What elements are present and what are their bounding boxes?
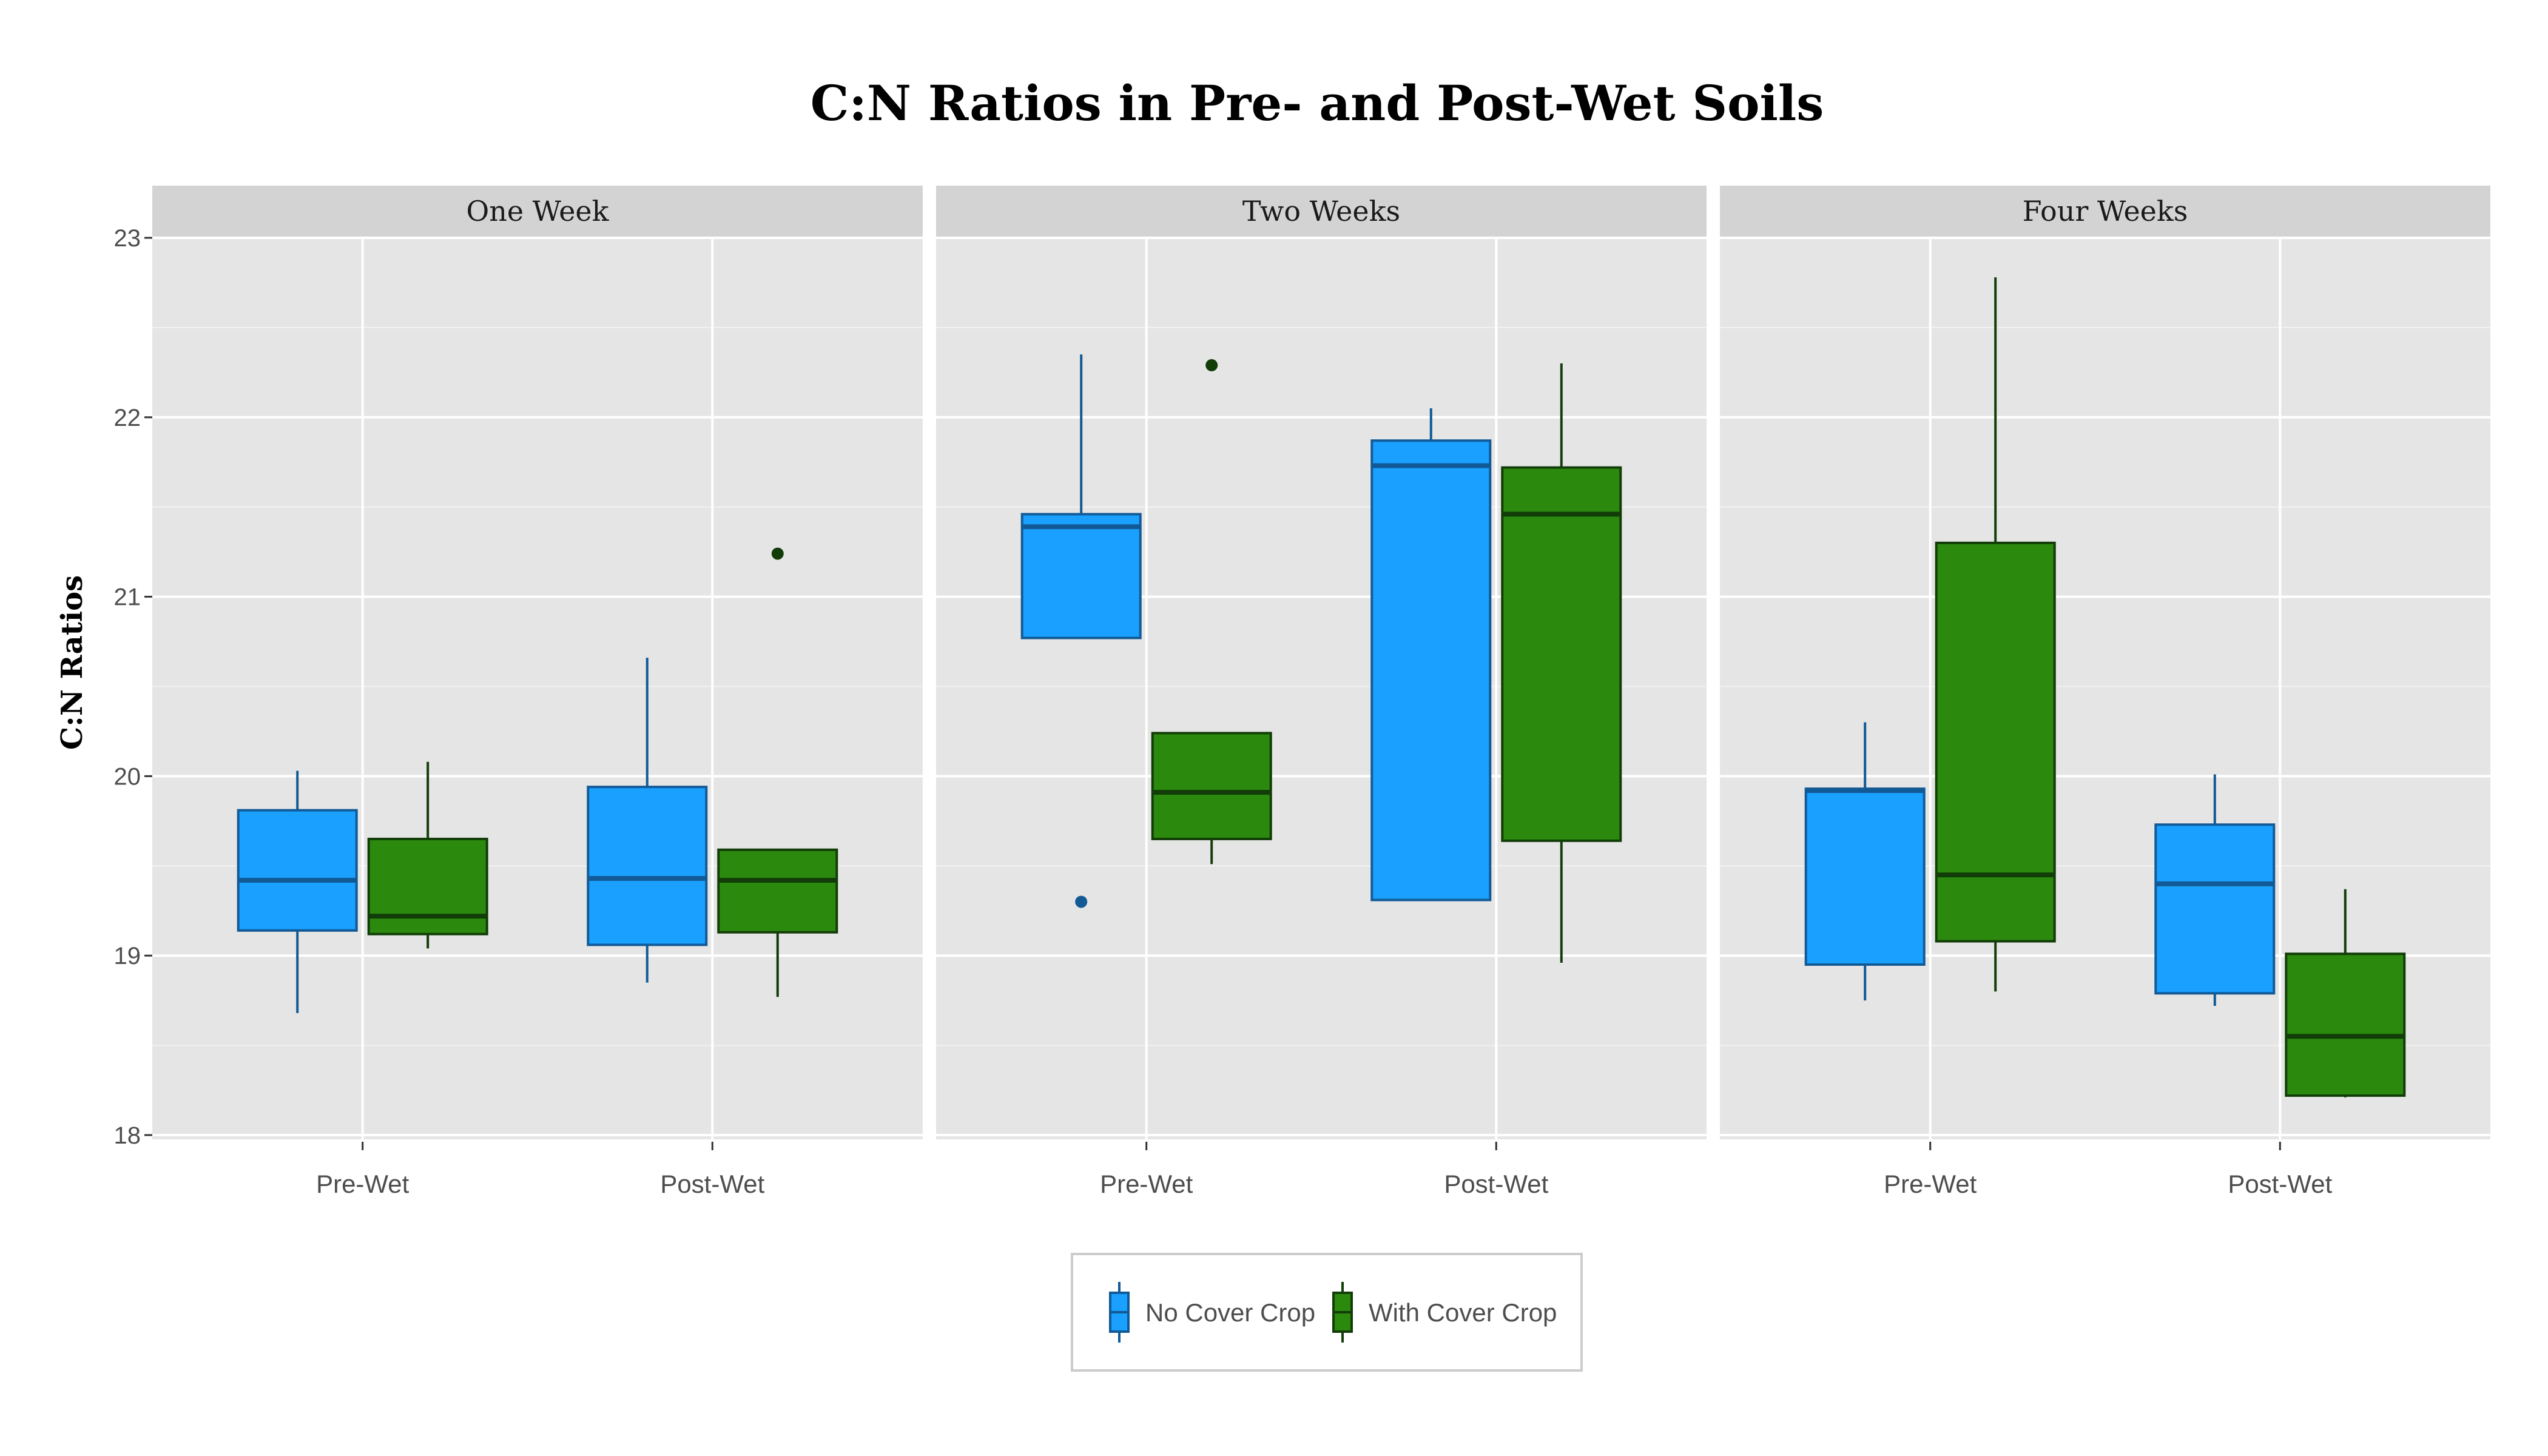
box-with-cover-crop — [367, 761, 488, 949]
x-tick-label: Post-Wet — [660, 1170, 764, 1198]
box-no-cover-crop — [2154, 774, 2276, 1006]
y-tick-label: 22 — [114, 405, 141, 431]
box-no-cover-crop — [1804, 722, 1926, 1001]
y-tick-label: 18 — [114, 1122, 141, 1149]
box-iqr — [1804, 787, 1926, 966]
box-iqr — [367, 837, 488, 935]
box-with-cover-crop — [2285, 889, 2406, 1097]
box-iqr — [237, 809, 358, 932]
box-iqr — [717, 848, 838, 934]
box-iqr — [2285, 952, 2406, 1097]
y-tick-label: 23 — [114, 225, 141, 252]
panel-background — [152, 238, 923, 1139]
panel-strip-label: One Week — [466, 195, 609, 228]
x-tick-label: Pre-Wet — [1884, 1170, 1977, 1198]
y-axis-title: C:N Ratios — [55, 575, 89, 750]
box-no-cover-crop — [1020, 354, 1142, 908]
box-no-cover-crop — [587, 658, 708, 983]
outlier-point — [1075, 895, 1088, 908]
panel-strip — [1720, 186, 2490, 237]
panel-one-week: One Week Pre-Wet Post-Wet — [152, 186, 923, 1198]
panel-strip-label: Two Weeks — [1242, 195, 1400, 228]
box-no-cover-crop — [237, 770, 358, 1013]
legend-label: With Cover Crop — [1369, 1298, 1557, 1327]
panel-strip-label: Four Weeks — [2023, 195, 2188, 228]
panel-two-weeks: Two Weeks Pre-Wet Post-Wet — [936, 186, 1707, 1198]
box-no-cover-crop — [1370, 408, 1492, 902]
x-tick-label: Post-Wet — [1444, 1170, 1548, 1198]
box-iqr — [1020, 513, 1142, 639]
panel-strip — [936, 186, 1707, 237]
chart-title: C:N Ratios in Pre- and Post-Wet Soils — [811, 75, 1824, 132]
y-tick-label: 21 — [114, 584, 141, 611]
box-iqr — [1935, 541, 2056, 943]
box-iqr — [587, 786, 708, 946]
outlier-point — [771, 547, 784, 560]
x-tick-label: Pre-Wet — [1100, 1170, 1193, 1198]
x-tick-label: Post-Wet — [2228, 1170, 2332, 1198]
legend-frame — [1071, 1253, 1583, 1372]
y-tick-label: 20 — [114, 763, 141, 790]
x-tick-label: Pre-Wet — [316, 1170, 410, 1198]
outlier-point — [1205, 359, 1218, 372]
y-tick-label: 19 — [114, 943, 141, 969]
box-iqr — [1370, 439, 1492, 902]
legend-label: No Cover Crop — [1145, 1298, 1315, 1327]
panel-strip — [152, 186, 923, 237]
box-with-cover-crop — [1501, 363, 1622, 963]
box-with-cover-crop — [1935, 277, 2056, 992]
legend: No Cover Crop With Cover Crop — [1071, 1253, 1583, 1372]
box-iqr — [1501, 466, 1622, 842]
panel-four-weeks: Four Weeks Pre-Wet Post-Wet — [1720, 186, 2490, 1198]
box-with-cover-crop — [717, 547, 838, 997]
legend-item-with-cover-crop: With Cover Crop — [1332, 1282, 1557, 1343]
box-with-cover-crop — [1151, 359, 1272, 864]
legend-item-no-cover-crop: No Cover Crop — [1109, 1282, 1315, 1343]
box-iqr — [2154, 823, 2276, 995]
box-iqr — [1151, 732, 1272, 840]
